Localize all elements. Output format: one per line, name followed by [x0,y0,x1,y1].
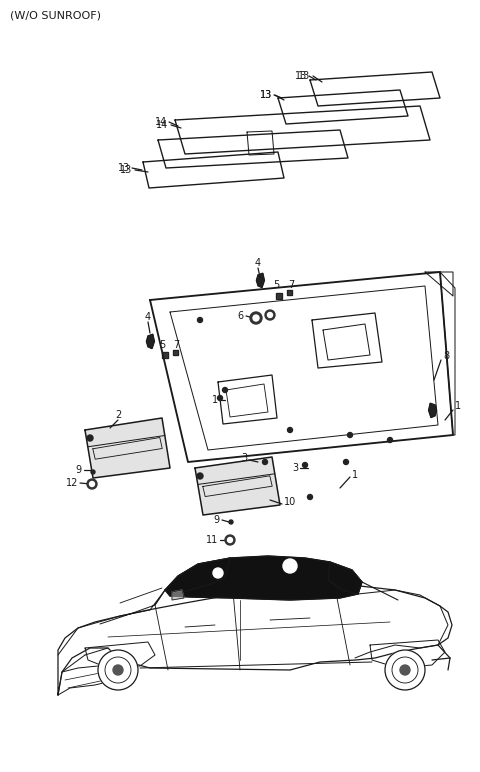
Polygon shape [162,352,168,358]
Polygon shape [195,457,280,515]
Text: 2: 2 [115,410,121,420]
Circle shape [253,315,259,321]
Circle shape [263,459,267,465]
Text: 4: 4 [255,258,261,268]
Circle shape [197,317,203,323]
Circle shape [250,312,262,324]
Polygon shape [429,403,437,418]
Circle shape [213,568,223,578]
Text: 8: 8 [443,351,449,361]
Text: 11: 11 [206,535,218,545]
Circle shape [302,462,308,468]
Circle shape [229,520,233,524]
Text: 7: 7 [173,340,179,350]
Circle shape [267,313,273,317]
Circle shape [344,459,348,465]
Text: 7: 7 [288,280,294,290]
Text: 4: 4 [145,312,151,322]
Polygon shape [172,590,184,600]
Circle shape [385,650,425,690]
Circle shape [288,428,292,432]
Text: 13: 13 [260,90,272,100]
Text: 13: 13 [295,71,307,81]
Text: 14: 14 [155,117,167,127]
Text: 1: 1 [352,470,358,480]
Polygon shape [256,273,264,288]
Circle shape [87,479,97,489]
Circle shape [98,650,138,690]
Text: 12: 12 [66,478,78,488]
Text: 13: 13 [298,71,310,81]
Circle shape [197,473,203,479]
Circle shape [265,310,275,320]
Circle shape [113,665,123,675]
Circle shape [283,559,297,573]
Polygon shape [173,350,178,355]
Polygon shape [165,556,362,600]
Polygon shape [287,290,292,295]
Text: 1: 1 [212,395,218,405]
Circle shape [217,395,223,401]
Text: 13: 13 [260,90,272,100]
Circle shape [89,482,95,486]
Circle shape [91,470,95,474]
Circle shape [225,535,235,545]
Text: 9: 9 [76,465,82,475]
Text: 3: 3 [241,453,247,463]
Text: 6: 6 [238,311,244,321]
Text: 13: 13 [120,165,132,175]
Text: 13: 13 [118,163,130,173]
Text: 14: 14 [156,120,168,130]
Circle shape [223,388,228,392]
Polygon shape [276,293,282,299]
Polygon shape [85,418,170,478]
Text: 5: 5 [273,280,279,290]
Text: 10: 10 [284,497,296,507]
Text: (W/O SUNROOF): (W/O SUNROOF) [10,11,101,21]
Polygon shape [146,334,155,349]
Circle shape [348,432,352,438]
Circle shape [308,495,312,499]
Circle shape [387,438,393,442]
Text: 3: 3 [292,463,298,473]
Text: 9: 9 [214,515,220,525]
Text: 5: 5 [159,340,165,350]
Circle shape [400,665,410,675]
Text: 1: 1 [455,401,461,411]
Circle shape [87,435,93,441]
Circle shape [228,537,232,543]
